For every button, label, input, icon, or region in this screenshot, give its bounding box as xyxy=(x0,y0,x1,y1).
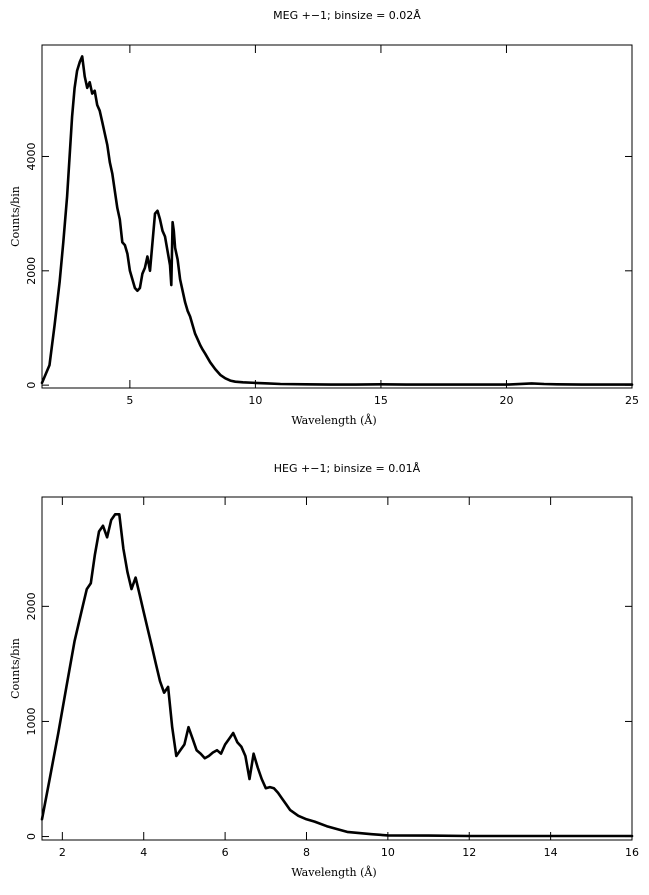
x-tick-label: 2 xyxy=(59,846,66,859)
x-axis-label: Wavelength (Å) xyxy=(291,865,376,879)
y-tick-label: 4000 xyxy=(25,142,38,170)
x-tick-label: 4 xyxy=(140,846,147,859)
chart-title: HEG +−1; binsize = 0.01Å xyxy=(274,462,421,475)
y-tick-label: 0 xyxy=(25,382,38,389)
x-tick-label: 20 xyxy=(499,394,513,407)
spectrum-line-1 xyxy=(40,55,634,386)
y-axis-label: Counts/bin xyxy=(9,186,22,247)
x-tick-label: 5 xyxy=(126,394,133,407)
plot-frame xyxy=(41,44,633,389)
x-tick-label: 15 xyxy=(374,394,388,407)
y-tick-label: 2000 xyxy=(25,592,38,620)
y-axis-label: Counts/bin xyxy=(9,638,22,699)
plot-frame xyxy=(41,496,633,841)
x-tick-label: 10 xyxy=(248,394,262,407)
spectrum-line-1 xyxy=(40,512,634,838)
x-tick-label: 12 xyxy=(462,846,476,859)
y-tick-label: 2000 xyxy=(25,257,38,285)
x-tick-label: 16 xyxy=(625,846,639,859)
chart-panel-2: HEG +−1; binsize = 0.01Å 2 4 6 8 10 12 14 16 0 100… xyxy=(9,462,639,879)
x-tick-label: 8 xyxy=(303,846,310,859)
chart-panel-1: MEG +−1; binsize = 0.02Å 5 10 15 20 25 0 2000 40… xyxy=(9,9,639,427)
x-tick-label: 14 xyxy=(544,846,558,859)
chart-title: MEG +−1; binsize = 0.02Å xyxy=(273,9,421,22)
x-axis-label: Wavelength (Å) xyxy=(291,413,376,427)
x-tick-label: 25 xyxy=(625,394,639,407)
x-tick-label: 6 xyxy=(222,846,229,859)
x-tick-label: 10 xyxy=(381,846,395,859)
y-tick-label: 1000 xyxy=(25,707,38,735)
y-tick-label: 0 xyxy=(25,833,38,840)
